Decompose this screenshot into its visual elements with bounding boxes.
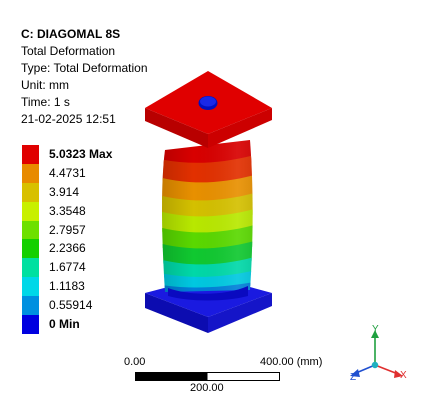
- legend-label: 1.1183: [49, 279, 85, 294]
- legend-swatch: [22, 296, 39, 316]
- result-header: C: DIAGOMAL 8S Total Deformation Type: T…: [21, 26, 148, 128]
- z-axis-arrow: [350, 369, 360, 377]
- scale-label-mid: 200.00: [190, 382, 224, 394]
- result-time: Time: 1 s: [21, 95, 70, 109]
- legend-swatch: [22, 163, 39, 183]
- legend-label: 2.7957: [49, 222, 86, 237]
- legend-label: 3.3548: [49, 203, 86, 218]
- axis-triad[interactable]: Y X Z: [340, 320, 412, 384]
- legend-swatch: [22, 315, 39, 334]
- legend-swatch: [22, 220, 39, 240]
- legend-label: 1.6774: [49, 260, 86, 275]
- result-date: 21-02-2025 12:51: [21, 112, 116, 126]
- result-type: Type: Total Deformation: [21, 61, 148, 75]
- top-hole: [198, 96, 218, 110]
- z-axis-line: [355, 364, 376, 374]
- z-axis-label: Z: [350, 372, 356, 383]
- scale-bar: [135, 372, 280, 381]
- legend-label-min: 0 Min: [49, 317, 80, 332]
- triad-origin: [371, 361, 379, 369]
- column-body: [162, 140, 253, 292]
- legend-swatch: [22, 201, 39, 221]
- legend-label: 3.914: [49, 184, 80, 199]
- legend-label-max: 5.0323 Max: [49, 147, 113, 161]
- result-unit: Unit: mm: [21, 78, 69, 92]
- legend-swatch: [22, 145, 39, 164]
- x-axis-line: [374, 364, 399, 375]
- y-axis-label: Y: [372, 324, 379, 335]
- x-axis-arrow: [394, 370, 403, 378]
- x-axis-label: X: [400, 370, 407, 381]
- y-axis-arrow: [371, 330, 379, 338]
- column-foot: [168, 286, 248, 301]
- scale-label-end: 400.00 (mm): [260, 356, 323, 368]
- legend-swatch: [22, 277, 39, 297]
- legend-label: 2.2366: [49, 241, 86, 256]
- result-title: C: DIAGOMAL 8S: [21, 27, 121, 41]
- legend-label: 0.55914: [49, 298, 93, 313]
- legend-swatch: [22, 239, 39, 259]
- scale-label-start: 0.00: [124, 356, 146, 368]
- legend-swatch: [22, 182, 39, 202]
- result-name: Total Deformation: [21, 44, 116, 58]
- legend-swatch: [22, 258, 39, 278]
- legend-label: 4.4731: [49, 165, 86, 180]
